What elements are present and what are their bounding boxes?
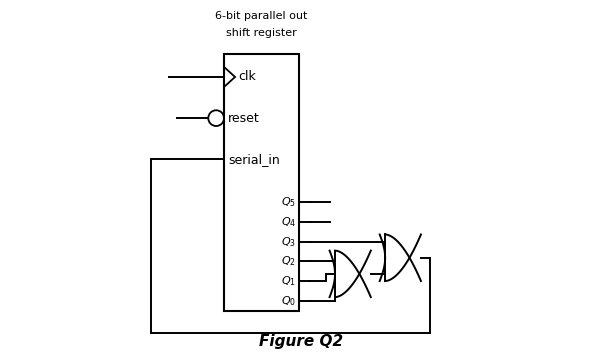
Text: 6-bit parallel out: 6-bit parallel out xyxy=(216,11,308,21)
Text: $Q_3$: $Q_3$ xyxy=(281,235,296,248)
Text: clk: clk xyxy=(238,71,256,83)
Text: $Q_4$: $Q_4$ xyxy=(281,215,296,229)
Text: $Q_2$: $Q_2$ xyxy=(282,255,296,268)
Text: serial_in: serial_in xyxy=(228,153,280,166)
Bar xyxy=(224,54,299,311)
Text: $Q_5$: $Q_5$ xyxy=(281,195,296,209)
Text: shift register: shift register xyxy=(226,28,297,38)
Text: $Q_0$: $Q_0$ xyxy=(281,294,296,308)
Text: Figure Q2: Figure Q2 xyxy=(259,334,343,349)
Text: $Q_1$: $Q_1$ xyxy=(281,274,296,288)
Text: reset: reset xyxy=(228,112,260,125)
